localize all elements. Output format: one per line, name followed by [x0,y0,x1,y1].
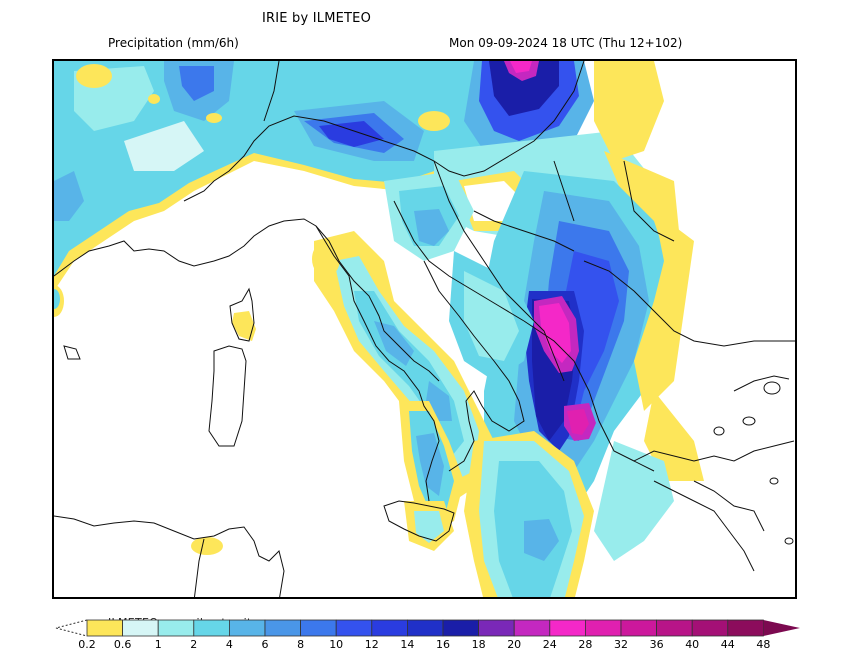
precipitation-map [52,59,797,599]
colorbar-under-arrow [55,619,88,637]
colorbar-svg [55,619,800,637]
precip-colorbar [52,618,812,638]
colorbar-label: 18 [471,638,486,651]
colorbar-label: 44 [720,638,735,651]
colorbar-label: 0.2 [78,638,96,651]
colorbar-label: 14 [400,638,415,651]
colorbar-label: 0.6 [113,638,132,651]
colorbar-label: 10 [329,638,344,651]
colorbar-boxes [86,619,764,637]
map-title: IRIE by ILMETEO [262,11,372,26]
colorbar-label: 16 [436,638,450,651]
colorbar-label: 24 [542,638,557,651]
colorbar-label: 6 [261,638,269,651]
colorbar-label: 8 [297,638,305,651]
colorbar-over-arrow [763,620,800,636]
colorbar-label: 12 [364,638,379,651]
colorbar-label: 20 [507,638,522,651]
variable-label: Precipitation (mm/6h) [108,36,239,50]
colorbar-label: 40 [685,638,700,651]
colorbar-label: 48 [756,638,771,651]
colorbar-label: 2 [190,638,198,651]
precip-field [54,61,704,597]
map-canvas [54,61,795,597]
colorbar-label: 28 [578,638,593,651]
colorbar-label: 32 [614,638,628,651]
colorbar-label: 36 [649,638,664,651]
colorbar-label: 4 [225,638,233,651]
valid-time-label: Mon 09-09-2024 18 UTC (Thu 12+102) [449,36,683,50]
colorbar-label: 1 [154,638,162,651]
coastlines [54,61,795,597]
